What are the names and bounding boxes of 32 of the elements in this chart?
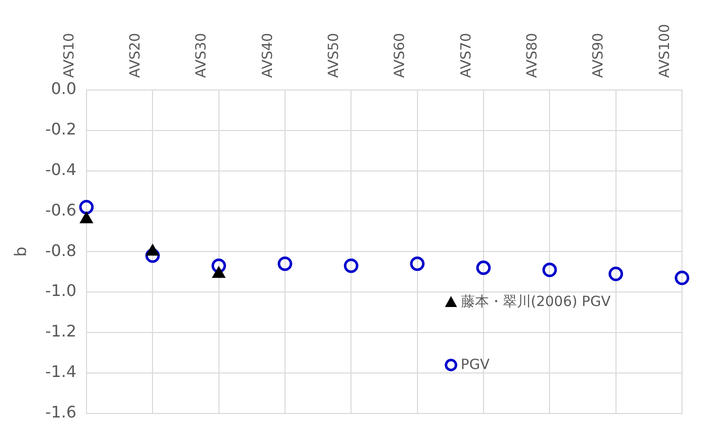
y-tick-label: -0.8 [45,240,76,260]
y-tick-label: -0.4 [45,160,76,179]
y-tick-label: -1.0 [45,281,76,300]
point [278,256,292,272]
x-tick-label: AVS100 [656,24,673,78]
point [410,256,425,272]
point [476,260,491,276]
point [542,262,557,278]
y-tick-label: -1.4 [45,362,76,382]
y-tick-label: -0.6 [45,200,76,220]
y-tick-label: -1.6 [45,402,76,422]
point [674,270,690,286]
x-tick-label: AVS80 [524,32,540,78]
x-tick-label: AVS20 [127,32,144,78]
x-tick-label: AVS90 [590,32,607,78]
x-tick-label: AVS10 [61,32,78,78]
x-tick-label: AVS50 [326,32,342,78]
x-tick-label: AVS30 [194,32,210,78]
y-tick-label: 0.0 [50,79,76,98]
y-axis-title: b [10,246,30,257]
legend-label: 藤本・翠川(2006) PGV [460,293,611,312]
x-tick-label: AVS60 [392,32,408,78]
y-tick-label: -0.2 [45,119,76,138]
point [145,248,160,263]
point [608,266,624,282]
point [79,200,94,214]
point [212,258,226,274]
x-tick-label: AVS40 [260,32,276,78]
x-tick-label: AVS70 [458,32,474,78]
legend-label: PGV [460,357,490,374]
point [344,258,358,274]
y-tick-label: -1.2 [45,322,76,341]
